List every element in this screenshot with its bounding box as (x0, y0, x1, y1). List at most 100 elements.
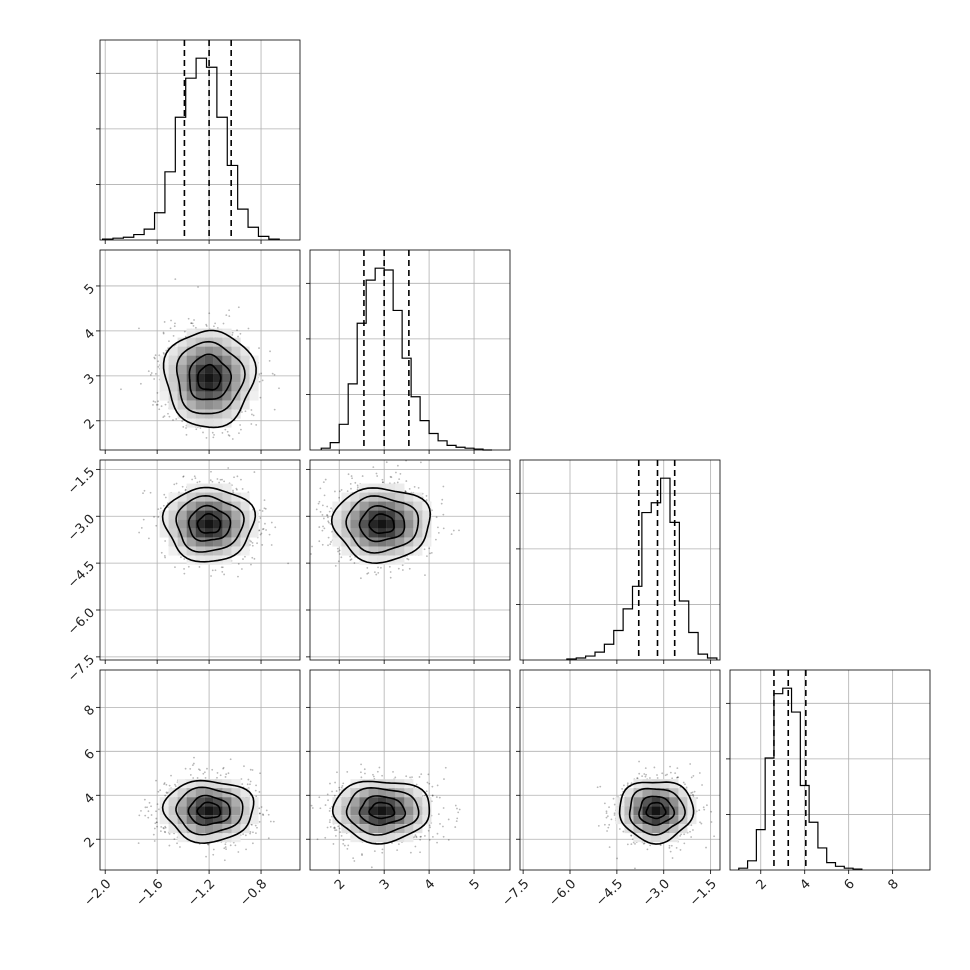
scatter-point (340, 786, 343, 789)
scatter-point (210, 470, 212, 473)
scatter-point (710, 810, 713, 813)
scatter-point (351, 477, 353, 480)
density-cell (240, 546, 250, 556)
scatter-point (397, 843, 400, 846)
scatter-point (360, 776, 363, 779)
scatter-point (675, 846, 678, 849)
density-cell (195, 788, 205, 798)
scatter-point (415, 836, 418, 839)
scatter-point (333, 827, 335, 829)
density-cell (350, 806, 360, 816)
scatter-point (212, 436, 215, 439)
density-cell (404, 815, 414, 825)
scatter-point (455, 820, 458, 823)
scatter-point (209, 479, 212, 482)
scatter-point (381, 774, 384, 777)
scatter-point (138, 531, 141, 534)
scatter-point (413, 836, 416, 838)
scatter-point (140, 809, 142, 812)
scatter-point (326, 516, 329, 519)
scatter-point (645, 773, 648, 776)
density-cell (231, 797, 241, 807)
scatter-point (636, 777, 639, 780)
density-cell (350, 797, 360, 807)
scatter-point (431, 835, 434, 838)
scatter-point (262, 813, 264, 816)
density-cell (177, 409, 187, 419)
scatter-point (685, 786, 688, 789)
density-cell (195, 528, 205, 538)
scatter-point (164, 540, 167, 542)
density-cell (186, 409, 196, 419)
scatter-point (157, 365, 160, 368)
scatter-point (214, 322, 217, 325)
scatter-point (155, 779, 157, 782)
scatter-point (158, 408, 161, 411)
scatter-point (606, 815, 609, 818)
x-tick-label: −4.5 (593, 877, 626, 910)
scatter-point (265, 529, 267, 531)
density-cell (204, 833, 214, 843)
density-cell (168, 391, 178, 401)
contour-level-3 (162, 329, 257, 429)
density-cell (231, 779, 241, 789)
density-cell (395, 806, 405, 816)
scatter-point (263, 499, 266, 502)
scatter-point (187, 565, 190, 568)
scatter-point (326, 793, 329, 796)
density-cell (195, 400, 205, 410)
scatter-point (643, 773, 646, 775)
scatter-point (456, 807, 458, 810)
scatter-point (258, 807, 261, 810)
x-tick-label: −0.8 (237, 877, 270, 910)
density-cell (195, 355, 205, 365)
scatter-point (689, 794, 692, 797)
scatter-point (623, 784, 625, 787)
scatter-point (302, 506, 304, 508)
scatter-point (649, 777, 651, 779)
scatter-point (435, 516, 438, 519)
density-cell (186, 364, 196, 374)
scatter-point (641, 775, 644, 778)
density-cell (204, 382, 214, 392)
scatter-point (259, 772, 261, 775)
density-cell (377, 537, 387, 547)
density-cell (186, 806, 196, 816)
scatter-point (175, 418, 178, 420)
scatter-point (457, 811, 460, 814)
density-cell (386, 492, 396, 502)
scatter-point (677, 776, 680, 779)
scatter-point (435, 796, 438, 798)
scatter-point (147, 370, 150, 373)
density-cell (204, 373, 214, 383)
scatter-point (162, 416, 165, 419)
scatter-point (703, 808, 706, 811)
scatter-point (659, 844, 662, 847)
x-tick-label: −3.0 (640, 877, 673, 910)
scatter-point (160, 551, 163, 554)
density-cell (368, 833, 378, 843)
scatter-point (324, 836, 327, 839)
density-cell (186, 788, 196, 798)
density-cell (204, 400, 214, 410)
density-cell (186, 492, 196, 502)
scatter-point (169, 327, 172, 330)
scatter-point (692, 774, 695, 777)
density-cell (660, 779, 670, 789)
panel-frame (99, 249, 301, 451)
scatter-point (183, 572, 186, 575)
scatter-point (376, 475, 379, 477)
scatter-point (245, 848, 247, 851)
density-cell (204, 779, 214, 789)
scatter-point (342, 839, 345, 842)
density-cell (177, 391, 187, 401)
scatter-point (174, 278, 177, 281)
scatter-point (334, 490, 336, 493)
scatter-point (163, 827, 165, 830)
density-cell (204, 815, 214, 825)
scatter-point (699, 821, 701, 824)
density-cell (350, 510, 360, 520)
scatter-point (437, 813, 440, 816)
scatter-point (162, 351, 165, 354)
scatter-point (180, 556, 182, 559)
